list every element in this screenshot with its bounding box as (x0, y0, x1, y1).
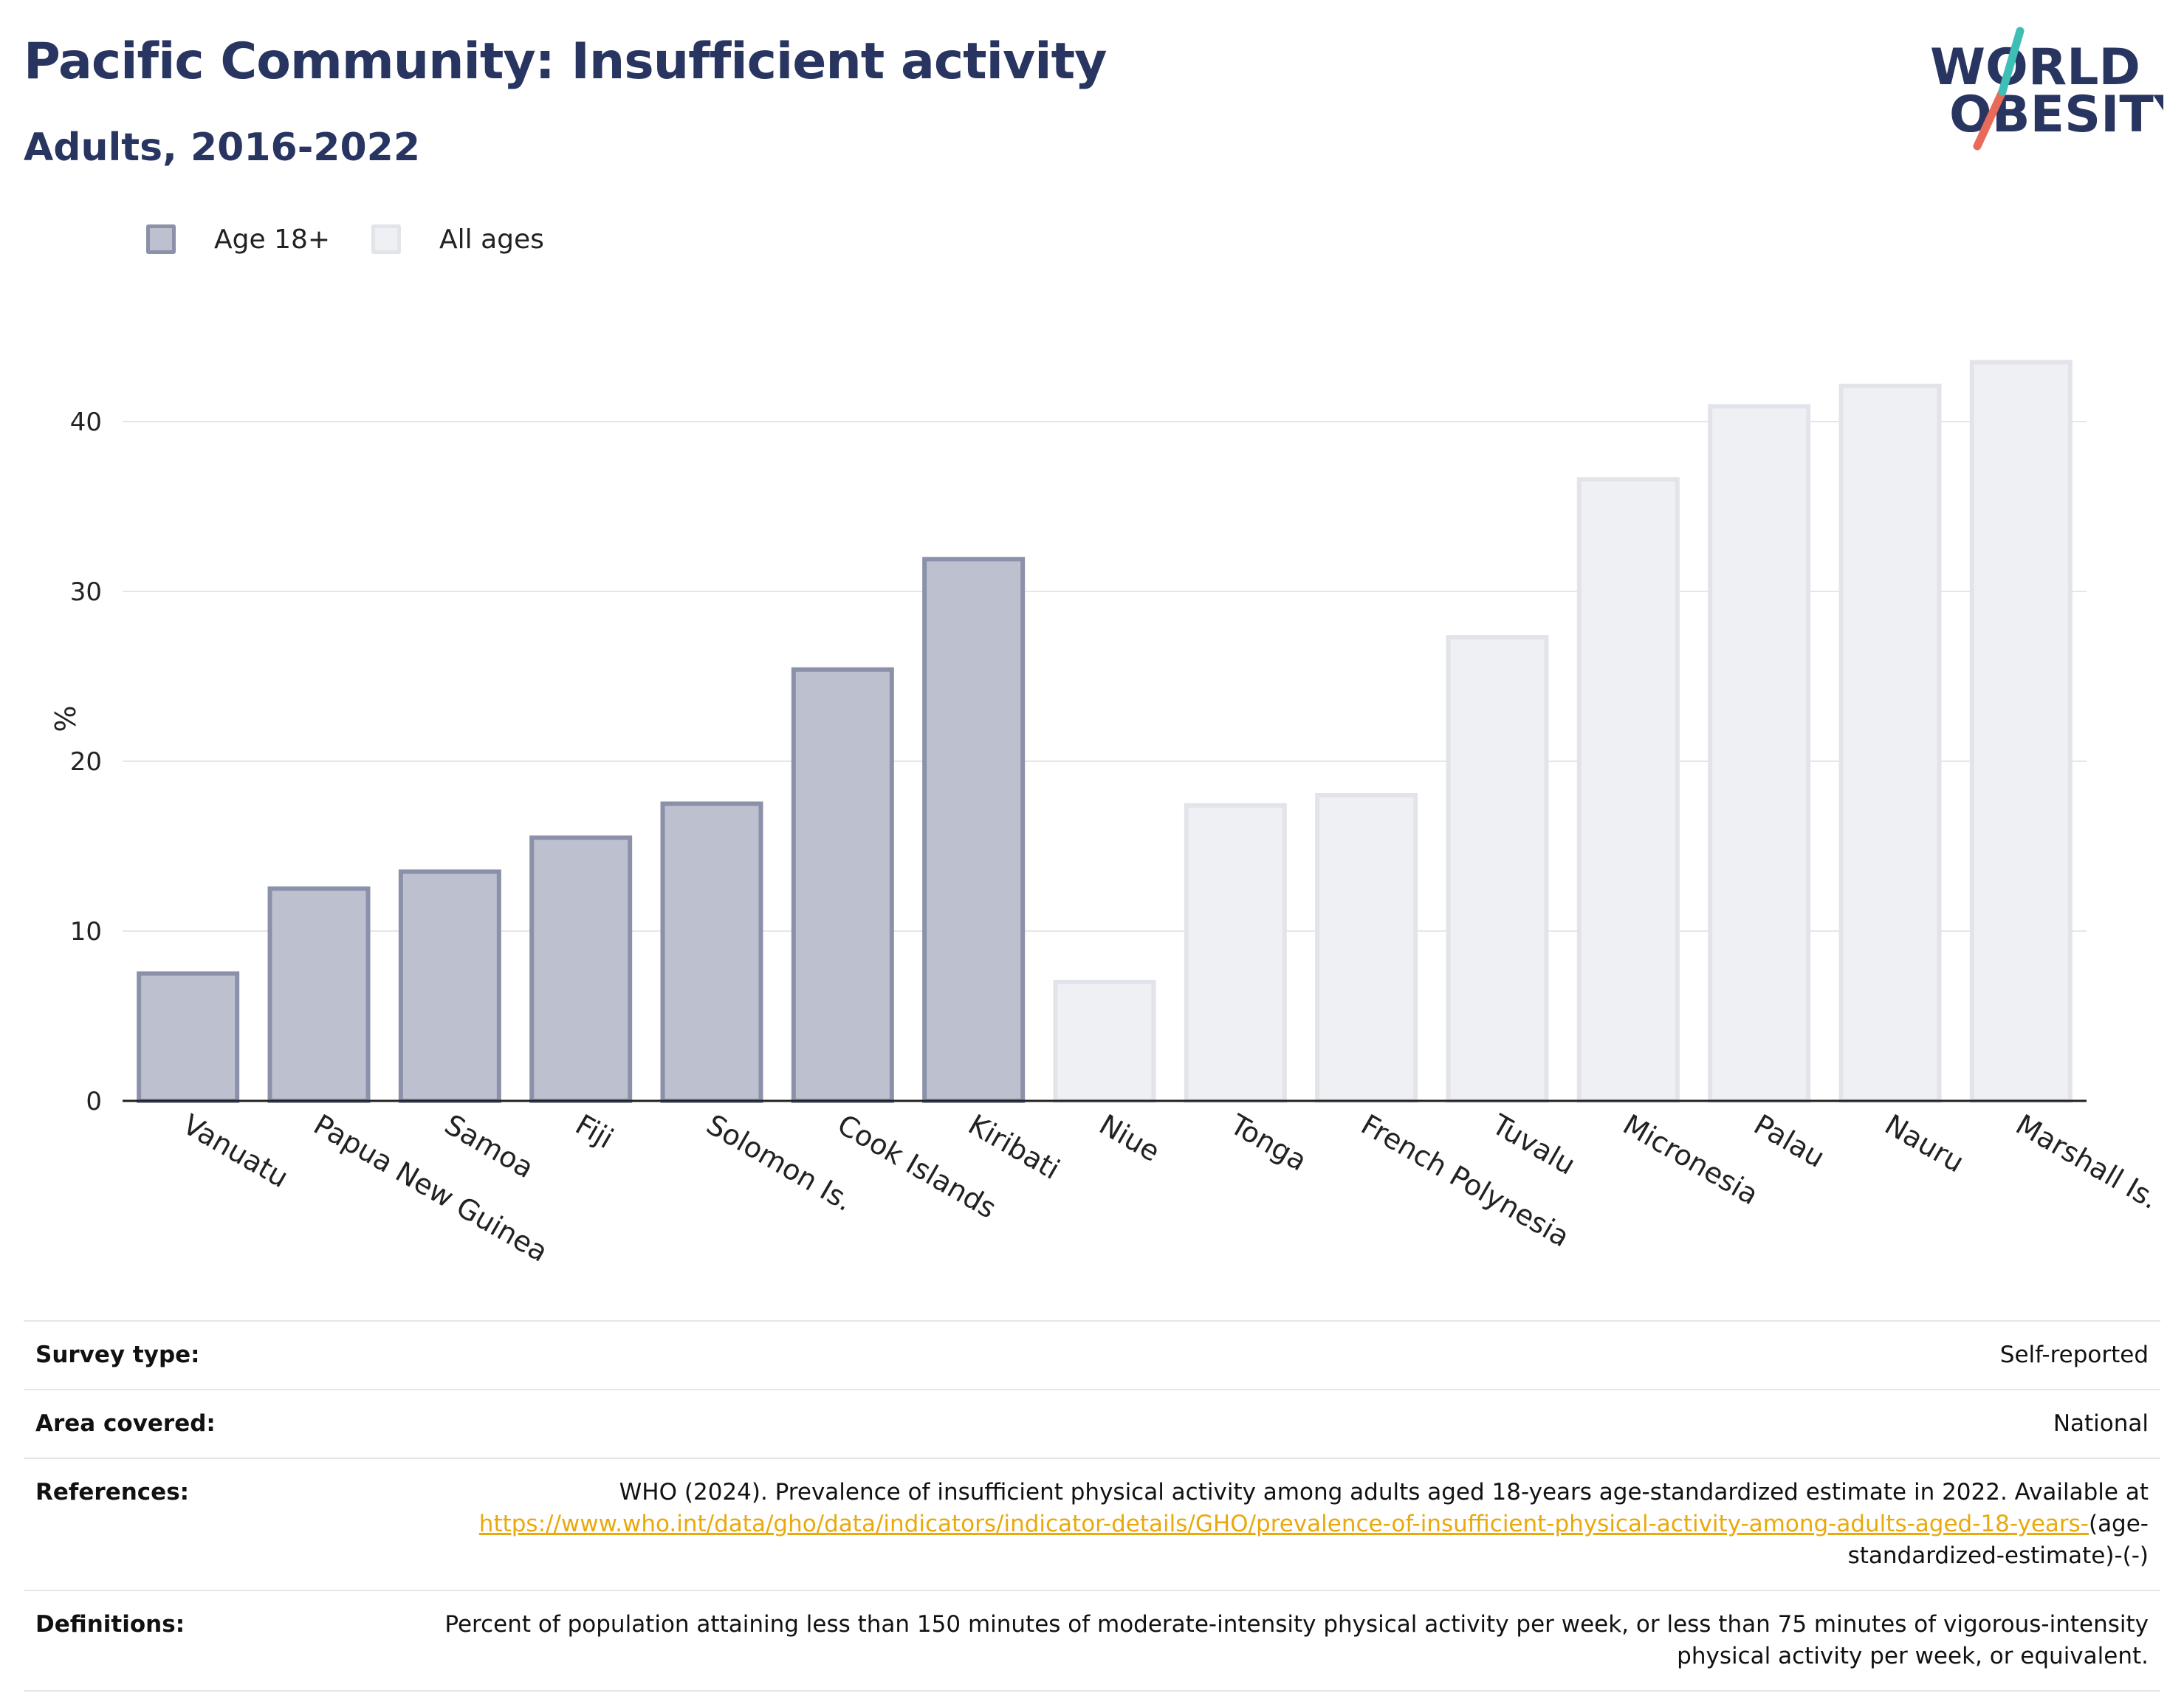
info-label: Definitions: (24, 1590, 431, 1692)
y-axis-label: % (48, 705, 80, 732)
svg-text:WORLD: WORLD (1930, 38, 2140, 97)
reference-link[interactable]: https://www.who.int/data/gho/data/indica… (478, 1511, 2089, 1537)
y-tick-label: 10 (70, 917, 102, 947)
bar (267, 886, 371, 1103)
bar (922, 557, 1026, 1103)
x-tick-label: Tonga (1224, 1108, 1312, 1177)
info-label: Survey type: (24, 1320, 431, 1390)
x-tick-label: Samoa (439, 1108, 539, 1185)
x-tick-label: Fiji (570, 1108, 619, 1155)
bar (1708, 404, 1811, 1103)
y-tick-label: 20 (70, 747, 102, 777)
bar (791, 667, 894, 1103)
bar (660, 801, 763, 1103)
y-tick-label: 30 (70, 577, 102, 607)
bar (137, 971, 240, 1103)
legend-item-age-18-plus[interactable]: Age 18+ (146, 224, 330, 255)
info-value: Percent of population attaining less tha… (431, 1590, 2160, 1692)
legend-item-all-ages[interactable]: All ages (371, 224, 544, 255)
info-row-definitions: Definitions: Percent of population attai… (24, 1590, 2160, 1692)
x-tick-label: Marshall Is. (2010, 1108, 2164, 1216)
x-tick-label: Micronesia (1618, 1108, 1764, 1212)
reference-text: WHO (2024). Prevalence of insufficient p… (619, 1479, 2149, 1506)
legend-label: Age 18+ (214, 224, 331, 255)
info-value: Self-reported (431, 1320, 2160, 1390)
bar (529, 835, 633, 1103)
info-label: References: (24, 1458, 431, 1590)
x-tick-label: Palau (1748, 1108, 1830, 1174)
chart-subtitle: Adults, 2016-2022 (24, 126, 421, 170)
bar (1315, 793, 1418, 1103)
bar (398, 869, 501, 1103)
bar (1576, 477, 1680, 1103)
bar (1184, 803, 1287, 1104)
info-row-survey-type: Survey type: Self-reported (24, 1320, 2160, 1390)
info-row-references: References: WHO (2024). Prevalence of in… (24, 1458, 2160, 1590)
bar (1838, 383, 1942, 1103)
x-tick-label: Vanuatu (177, 1108, 294, 1194)
x-tick-label: Kiribati (963, 1108, 1065, 1186)
bar (1969, 360, 2073, 1103)
legend-swatch-age-18-plus (146, 224, 176, 254)
info-row-area-covered: Area covered: National (24, 1389, 2160, 1458)
info-value: National (431, 1389, 2160, 1458)
info-table: Survey type: Self-reported Area covered:… (24, 1320, 2160, 1692)
x-tick-label: Papua New Guinea (309, 1108, 554, 1268)
world-obesity-logo: WORLD OBESITY (1930, 27, 2163, 151)
legend-swatch-all-ages (371, 224, 402, 254)
y-tick-label: 0 (86, 1087, 102, 1116)
y-tick-label: 40 (70, 408, 102, 437)
legend-label: All ages (439, 224, 544, 255)
x-tick-label: Solomon Is. (701, 1108, 859, 1218)
x-tick-label: Niue (1094, 1108, 1166, 1168)
info-label: Area covered: (24, 1389, 431, 1458)
bar (1053, 980, 1156, 1103)
x-tick-label: Tuvalu (1486, 1108, 1581, 1181)
chart-title: Pacific Community: Insufficient activity (24, 32, 1107, 91)
chart-legend: Age 18+ All ages (146, 219, 586, 260)
bar (1446, 635, 1549, 1103)
info-value: WHO (2024). Prevalence of insufficient p… (431, 1458, 2160, 1590)
reference-suffix: (age-standardized-estimate)-(-) (1847, 1511, 2149, 1569)
x-tick-label: Nauru (1880, 1108, 1970, 1179)
